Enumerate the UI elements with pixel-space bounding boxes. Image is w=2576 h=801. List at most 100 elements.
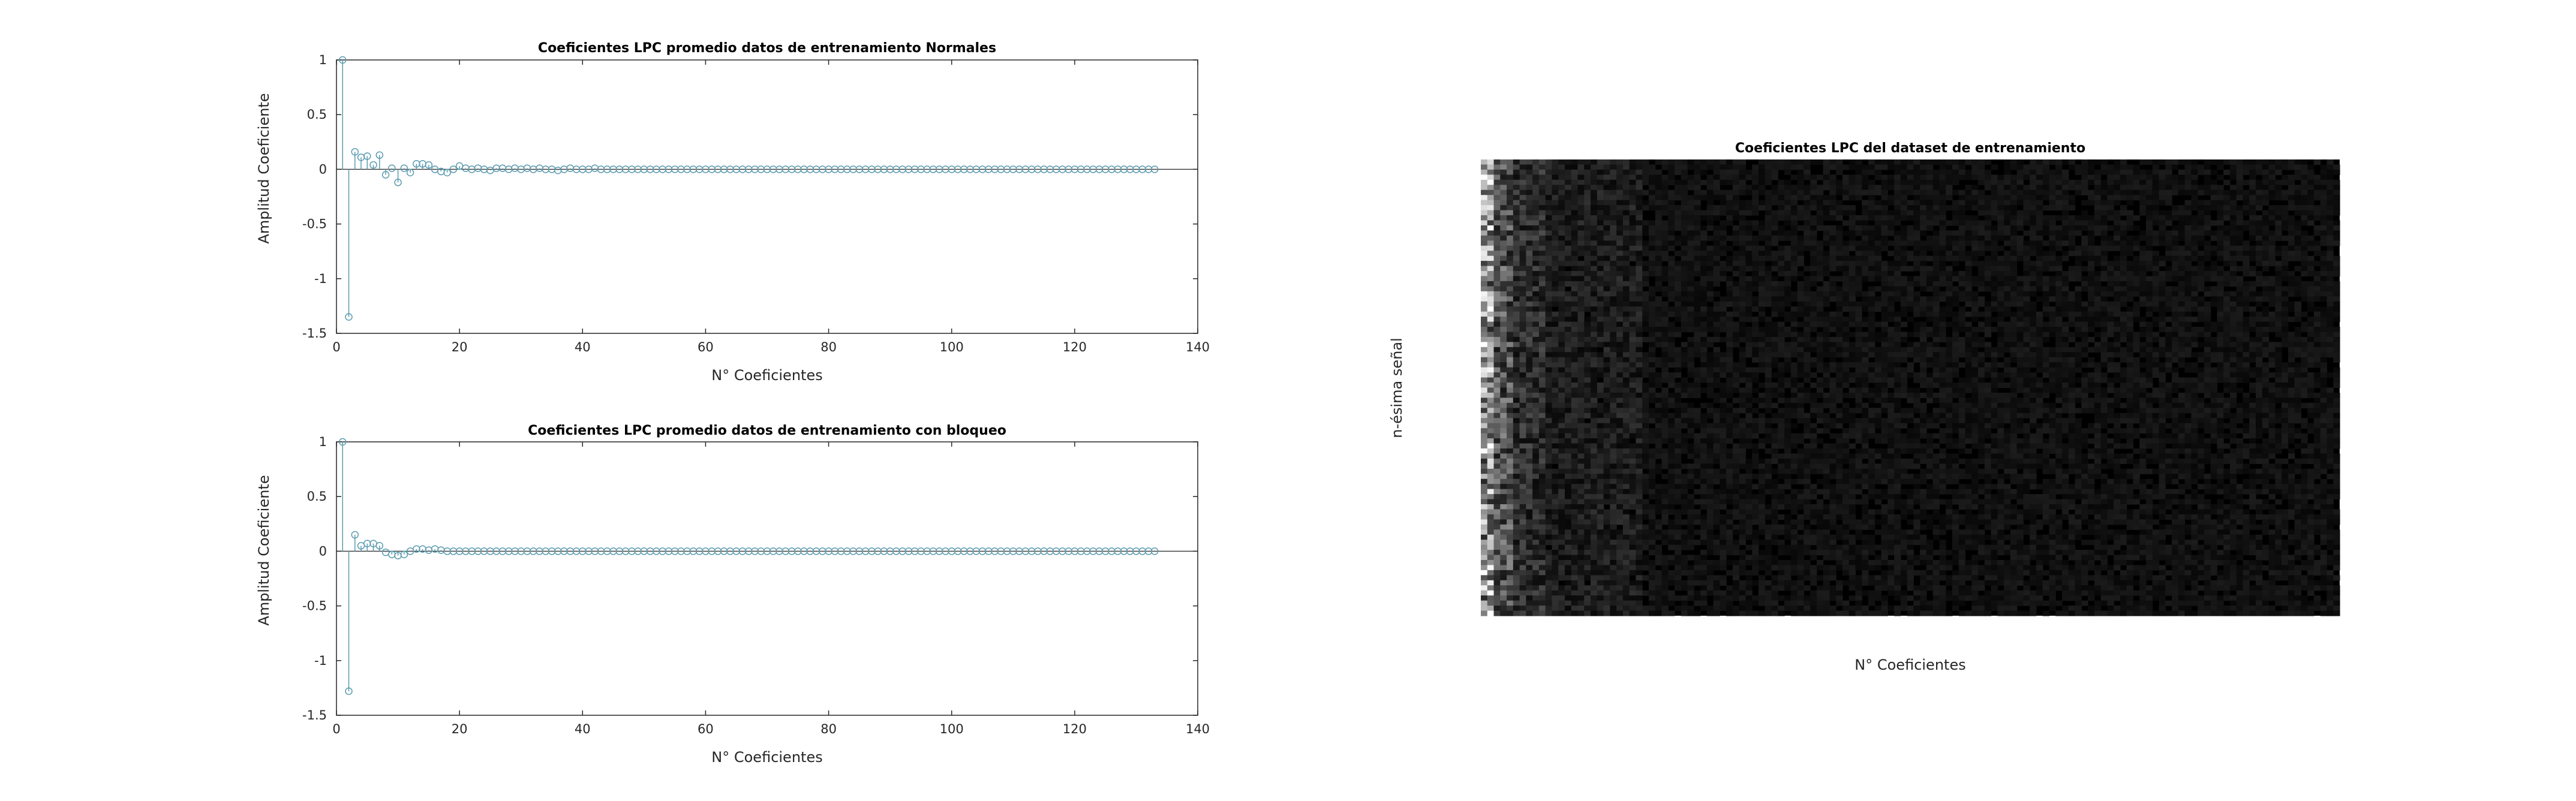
heatmap-cell: [1538, 448, 1546, 454]
heatmap-cell: [1778, 565, 1785, 571]
heatmap-cell: [1507, 468, 1514, 474]
heatmap-cell: [1545, 534, 1553, 540]
heatmap-cell: [1584, 306, 1591, 312]
heatmap-cell: [1745, 423, 1753, 429]
heatmap-cell: [1797, 595, 1804, 601]
heatmap-cell: [1532, 606, 1540, 612]
heatmap-cell: [1571, 377, 1579, 383]
heatmap-cell: [1726, 352, 1733, 358]
heatmap-cell: [1538, 179, 1546, 185]
heatmap-cell: [1532, 169, 1540, 175]
heatmap-cell: [1584, 240, 1591, 246]
heatmap-cell: [1726, 317, 1733, 323]
heatmap-cell: [1584, 514, 1591, 520]
heatmap-cell: [1584, 494, 1591, 500]
heatmap-cell: [1513, 342, 1520, 348]
heatmap-cell: [1816, 306, 1824, 312]
heatmap-cell: [1558, 402, 1565, 408]
heatmap-cell: [1597, 255, 1604, 261]
heatmap-cell: [1507, 311, 1514, 317]
heatmap-cell: [1745, 418, 1753, 424]
heatmap-cell: [1629, 463, 1637, 469]
heatmap-cell: [1810, 362, 1817, 368]
heatmap-cell: [1558, 195, 1565, 201]
heatmap-cell: [1513, 387, 1520, 393]
heatmap-cell: [1603, 494, 1610, 500]
heatmap-cell: [1797, 251, 1804, 257]
heatmap-cell: [1636, 468, 1643, 474]
heatmap-cell: [1765, 428, 1772, 434]
heatmap-cell: [1487, 357, 1495, 363]
heatmap-cell: [1706, 468, 1714, 474]
heatmap-cell: [1720, 235, 1727, 241]
heatmap-cell: [1642, 164, 1649, 170]
heatmap-cell: [1629, 458, 1637, 464]
heatmap-cell: [1603, 215, 1610, 221]
heatmap-cell: [1603, 332, 1610, 338]
heatmap-cell: [1675, 240, 1682, 246]
heatmap-cell: [1642, 321, 1649, 327]
heatmap-cell: [1778, 342, 1785, 348]
heatmap-cell: [1558, 524, 1565, 530]
heatmap-cell: [1487, 529, 1495, 535]
heatmap-cell: [1487, 276, 1495, 282]
heatmap-cell: [1558, 392, 1565, 399]
heatmap-cell: [1519, 220, 1526, 226]
heatmap-cell: [1558, 332, 1565, 338]
heatmap-cell: [1500, 342, 1507, 348]
heatmap-cell: [1803, 418, 1811, 424]
heatmap-cell: [1538, 205, 1546, 211]
heatmap-cell: [1694, 240, 1701, 246]
heatmap-cell: [1668, 474, 1675, 480]
heatmap-cell: [1558, 205, 1565, 211]
heatmap-cell: [1726, 296, 1733, 302]
heatmap-cell: [1790, 377, 1798, 383]
heatmap-cell: [1591, 306, 1598, 312]
heatmap-cell: [1513, 595, 1520, 601]
heatmap-cell: [1603, 438, 1610, 444]
heatmap-cell: [1532, 225, 1540, 231]
heatmap-cell: [1564, 372, 1572, 378]
heatmap-cell: [1519, 433, 1526, 439]
heatmap-cell: [1810, 458, 1817, 464]
heatmap-cell: [1622, 327, 1630, 333]
heatmap-cell: [1739, 433, 1747, 439]
heatmap-cell: [1810, 550, 1817, 556]
heatmap-cell: [1642, 291, 1649, 297]
heatmap-cell: [1564, 210, 1572, 216]
heatmap-cell: [1790, 489, 1798, 495]
plot-frame: [336, 441, 1198, 716]
heatmap-cell: [1564, 504, 1572, 510]
heatmap-cell: [1706, 321, 1714, 327]
heatmap-cell: [1713, 281, 1720, 287]
heatmap-cell: [1577, 595, 1585, 601]
heatmap-cell: [1778, 474, 1785, 480]
heatmap-cell: [1790, 595, 1798, 601]
heatmap-cell: [1648, 529, 1656, 535]
heatmap-cell: [1706, 261, 1714, 267]
heatmap-cell: [1713, 347, 1720, 353]
heatmap-cell: [1648, 332, 1656, 338]
heatmap-cell: [1675, 494, 1682, 500]
heatmap-cell: [1545, 352, 1553, 358]
heatmap-cell: [1648, 195, 1656, 201]
heatmap-cell: [1636, 559, 1643, 566]
heatmap-cell: [1661, 423, 1669, 429]
heatmap-cell: [1622, 590, 1630, 596]
heatmap-cell: [1603, 606, 1610, 612]
heatmap-cell: [1603, 281, 1610, 287]
heatmap-cell: [1481, 327, 1488, 333]
heatmap-cell: [1552, 281, 1559, 287]
heatmap-cell: [1622, 179, 1630, 185]
heatmap-cell: [1675, 484, 1682, 490]
heatmap-cell: [1668, 266, 1675, 272]
heatmap-cell: [1675, 291, 1682, 297]
heatmap-cell: [1687, 235, 1694, 241]
heatmap-cell: [1591, 377, 1598, 383]
heatmap-cell: [1739, 255, 1747, 261]
heatmap-cell: [1713, 453, 1720, 459]
heatmap-cell: [1564, 240, 1572, 246]
heatmap-cell: [1803, 524, 1811, 530]
heatmap-cell: [1713, 235, 1720, 241]
heatmap-cell: [1720, 458, 1727, 464]
